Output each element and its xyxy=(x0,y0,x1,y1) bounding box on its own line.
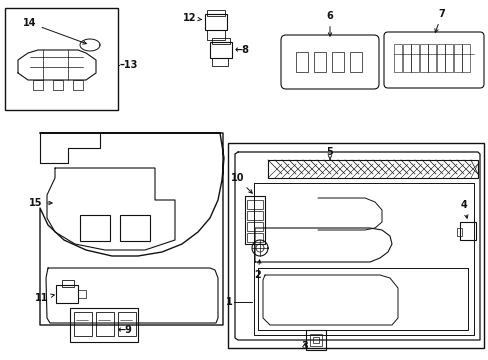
Text: 5: 5 xyxy=(326,147,333,160)
Text: 10: 10 xyxy=(230,173,252,193)
Bar xyxy=(53,80,63,90)
Text: 2: 2 xyxy=(254,260,261,280)
Bar xyxy=(5,8,118,110)
Text: 1: 1 xyxy=(226,297,232,307)
Bar xyxy=(309,334,321,346)
Bar xyxy=(227,143,483,348)
Text: –13: –13 xyxy=(120,60,138,70)
Bar xyxy=(427,44,435,72)
Bar xyxy=(70,308,138,342)
Bar xyxy=(204,14,226,30)
Bar xyxy=(349,52,361,72)
Bar xyxy=(313,52,325,72)
Bar xyxy=(246,211,263,220)
Bar xyxy=(419,44,427,72)
Bar xyxy=(452,44,461,72)
Bar xyxy=(410,44,418,72)
Bar xyxy=(74,312,92,336)
Bar xyxy=(305,330,325,350)
Bar xyxy=(331,52,343,72)
Text: ←8: ←8 xyxy=(235,45,249,55)
Bar xyxy=(209,42,231,58)
Bar xyxy=(212,38,229,44)
Bar xyxy=(96,312,114,336)
Bar xyxy=(206,10,224,16)
Text: 15: 15 xyxy=(28,198,52,208)
Text: 4: 4 xyxy=(460,200,467,218)
Bar xyxy=(118,312,136,336)
Bar xyxy=(444,44,452,72)
Bar xyxy=(206,30,224,40)
Bar xyxy=(246,200,263,209)
Bar xyxy=(56,285,78,303)
Text: 11: 11 xyxy=(35,293,54,303)
Bar xyxy=(295,52,307,72)
Bar xyxy=(78,290,86,298)
Bar xyxy=(459,222,475,240)
Bar xyxy=(246,233,263,242)
Bar xyxy=(246,222,263,231)
Bar xyxy=(461,44,469,72)
Text: 14: 14 xyxy=(23,18,86,44)
Text: 3: 3 xyxy=(301,341,307,351)
Bar xyxy=(62,280,74,287)
Bar xyxy=(312,337,318,343)
Text: ←9: ←9 xyxy=(118,325,133,335)
Text: 12: 12 xyxy=(182,13,201,23)
Bar xyxy=(393,44,401,72)
Bar xyxy=(267,160,477,178)
Bar xyxy=(436,44,444,72)
Bar xyxy=(80,215,110,241)
Text: 6: 6 xyxy=(326,11,333,36)
Bar xyxy=(120,215,150,241)
Bar xyxy=(402,44,409,72)
Bar xyxy=(456,228,461,236)
Bar xyxy=(33,80,43,90)
Bar xyxy=(212,58,227,66)
Text: 7: 7 xyxy=(434,9,445,32)
Bar xyxy=(73,80,83,90)
Bar xyxy=(244,196,264,244)
